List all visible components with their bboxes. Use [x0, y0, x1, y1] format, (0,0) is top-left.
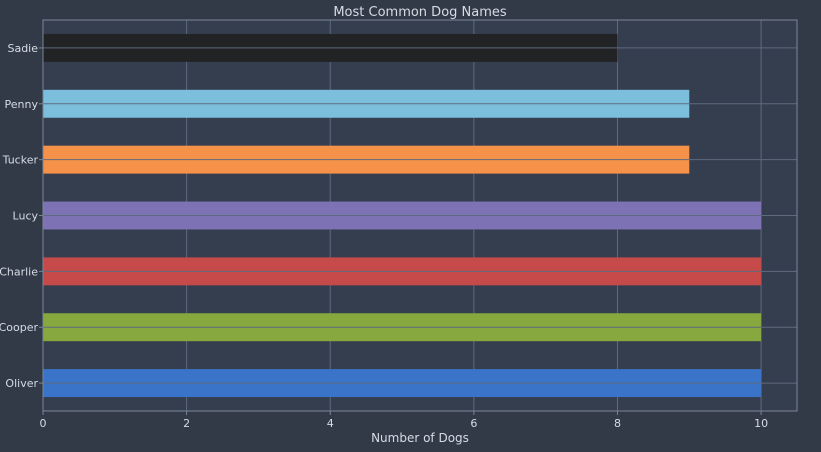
y-axis-ticks: Oliver Cooper Charlie Lucy Tucker Penny Sadie — [0, 42, 43, 390]
y-tick-label-tucker: Tucker — [2, 154, 39, 167]
y-tick-label-charlie: Charlie — [0, 265, 38, 278]
x-axis-label: Number of Dogs — [371, 431, 469, 445]
y-tick-label-oliver: Oliver — [5, 377, 38, 390]
horizontal-grid — [43, 47, 797, 384]
y-tick-label-sadie: Sadie — [7, 42, 38, 55]
y-tick-label-lucy: Lucy — [13, 210, 39, 223]
chart-title: Most Common Dog Names — [333, 5, 507, 20]
x-tick-label-10: 10 — [754, 417, 768, 430]
y-tick-label-cooper: Cooper — [0, 321, 38, 334]
x-tick-label-2: 2 — [183, 417, 190, 430]
x-tick-label-4: 4 — [327, 417, 334, 430]
x-tick-label-8: 8 — [614, 417, 621, 430]
y-tick-label-penny: Penny — [5, 98, 39, 111]
x-tick-label-6: 6 — [470, 417, 477, 430]
x-axis-ticks: 0 2 4 6 8 10 — [40, 411, 768, 430]
x-tick-label-0: 0 — [40, 417, 47, 430]
